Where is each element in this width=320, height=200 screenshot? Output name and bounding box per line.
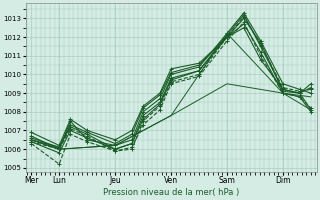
X-axis label: Pression niveau de la mer( hPa ): Pression niveau de la mer( hPa ): [103, 188, 239, 197]
